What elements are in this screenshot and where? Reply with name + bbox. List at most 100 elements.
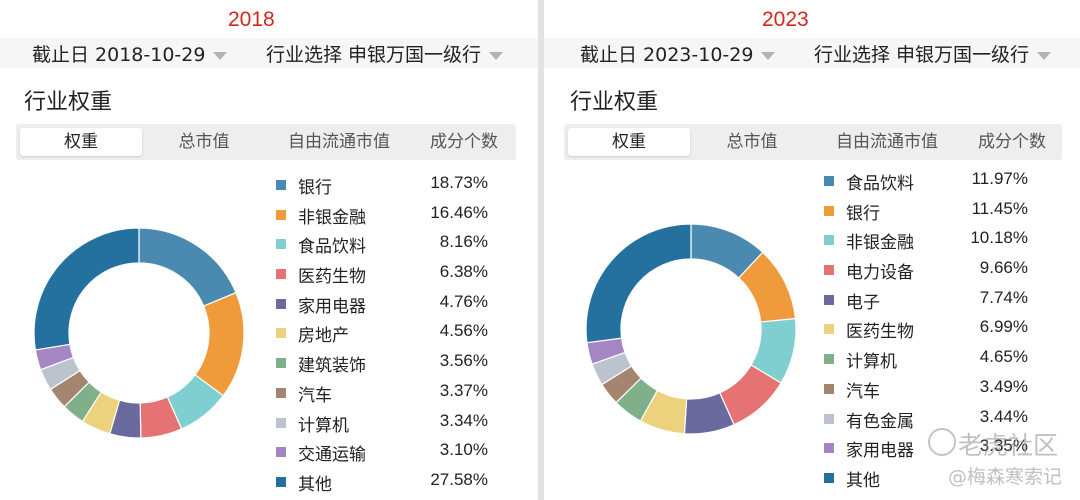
legend-item[interactable]: 银行 11.45% [824, 196, 1038, 226]
legend-item[interactable]: 食品饮料 8.16% [276, 229, 498, 259]
legend-item[interactable]: 非银金融 10.18% [824, 225, 1038, 255]
legend-item[interactable]: 食品饮料 11.97% [824, 166, 1038, 196]
tab-constituent-count[interactable]: 成分个数 [430, 132, 498, 152]
legend-value: 6.38% [439, 262, 488, 282]
legend-item[interactable]: 医药生物 6.99% [824, 314, 1038, 344]
donut-slice[interactable] [138, 227, 237, 307]
chevron-down-icon[interactable] [489, 51, 504, 60]
legend-item[interactable]: 其他 [824, 463, 1038, 493]
legend-item[interactable]: 电子 7.74% [824, 285, 1038, 315]
year-title: 2023 [762, 8, 809, 31]
date-filter[interactable]: 截止日 2023-10-29 [580, 40, 776, 67]
chevron-down-icon[interactable] [213, 51, 228, 60]
legend-value: 4.76% [439, 291, 488, 311]
legend-item[interactable]: 家用电器 4.76% [276, 289, 498, 319]
legend-value: 3.10% [439, 440, 488, 460]
date-filter[interactable]: 截止日 2018-10-29 [32, 40, 228, 67]
industry-filter-label: 行业选择 申银万国一级行 [814, 44, 1030, 66]
legend-swatch [276, 298, 286, 309]
legend-label: 交通运输 [298, 445, 366, 466]
legend-swatch [276, 476, 286, 487]
tab-weight[interactable]: 权重 [568, 128, 690, 156]
donut-chart [585, 223, 797, 435]
legend-value: 4.65% [979, 347, 1028, 367]
filter-bar: 截止日 2018-10-29 行业选择 申银万国一级行 [0, 38, 540, 68]
metric-tabs: 权重 总市值 自由流通市值 成分个数 [564, 124, 1062, 160]
legend-value: 3.35% [979, 436, 1028, 456]
watermark-author: @梅森寒索记 [947, 466, 1062, 488]
legend-swatch [276, 417, 286, 428]
legend-swatch [824, 472, 834, 483]
legend-label: 医药生物 [298, 267, 366, 288]
legend-item[interactable]: 计算机 4.65% [824, 344, 1038, 374]
legend-item[interactable]: 有色金属 3.44% [824, 404, 1038, 434]
legend-label: 银行 [298, 178, 332, 198]
chevron-down-icon[interactable] [1037, 51, 1052, 60]
legend-value: 6.99% [979, 317, 1028, 337]
tab-weight[interactable]: 权重 [20, 128, 142, 156]
legend-item[interactable]: 家用电器 3.35% [824, 433, 1038, 463]
legend-item[interactable]: 建筑装饰 3.56% [276, 348, 498, 378]
legend-item[interactable]: 交通运输 3.10% [276, 437, 498, 467]
legend-label: 汽车 [298, 385, 332, 406]
legend-label: 其他 [298, 474, 332, 495]
legend-value: 3.34% [439, 410, 488, 430]
tab-free-float-cap[interactable]: 自由流通市值 [836, 132, 938, 152]
watermark: 老虎社区 @梅森寒索记 [926, 424, 1066, 494]
legend-label: 家用电器 [846, 441, 914, 462]
legend-swatch [824, 354, 834, 365]
legend-swatch [276, 328, 286, 339]
legend-swatch [824, 294, 834, 305]
legend-value: 9.66% [979, 258, 1028, 278]
donut-slice[interactable] [585, 223, 692, 344]
legend-swatch [824, 324, 834, 335]
tab-market-cap[interactable]: 总市值 [726, 132, 778, 152]
panel-divider [538, 0, 546, 500]
tab-free-float-cap[interactable]: 自由流通市值 [288, 132, 390, 152]
watermark-text: 老虎社区 [957, 431, 1058, 460]
legend-swatch [824, 265, 834, 276]
legend-swatch [824, 235, 834, 246]
legend-label: 计算机 [298, 415, 349, 436]
legend-value: 16.46% [430, 202, 488, 222]
panel-2023: 2023 截止日 2023-10-29 行业选择 申银万国一级行 行业权重 权重… [544, 0, 1080, 500]
legend-value: 3.37% [439, 380, 488, 400]
legend-swatch [824, 413, 834, 424]
chart-legend: 食品饮料 11.97% 银行 11.45% 非银金融 10.18% 电力设备 9.66% 电子 7… [824, 166, 1038, 493]
legend-swatch [276, 387, 286, 398]
donut-chart [33, 227, 245, 439]
legend-value: 8.16% [439, 232, 488, 252]
legend-label: 非银金融 [846, 233, 914, 254]
legend-label: 非银金融 [298, 207, 366, 228]
legend-item[interactable]: 电力设备 9.66% [824, 255, 1038, 285]
chart-legend: 银行 18.73% 非银金融 16.46% 食品饮料 8.16% 医药生物 6.38% 家用电器… [276, 170, 498, 497]
legend-value: 3.49% [979, 376, 1028, 396]
legend-item[interactable]: 非银金融 16.46% [276, 200, 498, 230]
legend-value: 18.73% [430, 173, 488, 192]
donut-slice[interactable] [33, 227, 140, 351]
legend-value: 3.56% [439, 351, 488, 371]
legend-swatch [824, 176, 834, 186]
legend-item[interactable]: 汽车 3.37% [276, 378, 498, 408]
legend-item[interactable]: 其他 27.58% [276, 467, 498, 497]
legend-label: 建筑装饰 [298, 356, 366, 377]
legend-item[interactable]: 房地产 4.56% [276, 318, 498, 348]
industry-filter[interactable]: 行业选择 申银万国一级行 [266, 40, 504, 67]
legend-label: 计算机 [846, 352, 897, 373]
legend-item[interactable]: 计算机 3.34% [276, 408, 498, 438]
legend-item[interactable]: 医药生物 6.38% [276, 259, 498, 289]
legend-item[interactable]: 银行 18.73% [276, 170, 498, 200]
legend-value: 10.18% [970, 228, 1028, 248]
legend-label: 银行 [846, 203, 880, 224]
tab-market-cap[interactable]: 总市值 [178, 132, 230, 152]
legend-swatch [276, 447, 286, 458]
tab-constituent-count[interactable]: 成分个数 [978, 132, 1046, 152]
watermark-logo-icon [928, 428, 956, 456]
legend-item[interactable]: 汽车 3.49% [824, 374, 1038, 404]
industry-filter[interactable]: 行业选择 申银万国一级行 [814, 40, 1052, 67]
legend-value: 27.58% [430, 469, 488, 489]
legend-swatch [276, 180, 286, 190]
legend-label: 食品饮料 [298, 237, 366, 258]
chevron-down-icon[interactable] [761, 51, 776, 60]
legend-value: 11.97% [971, 169, 1028, 188]
